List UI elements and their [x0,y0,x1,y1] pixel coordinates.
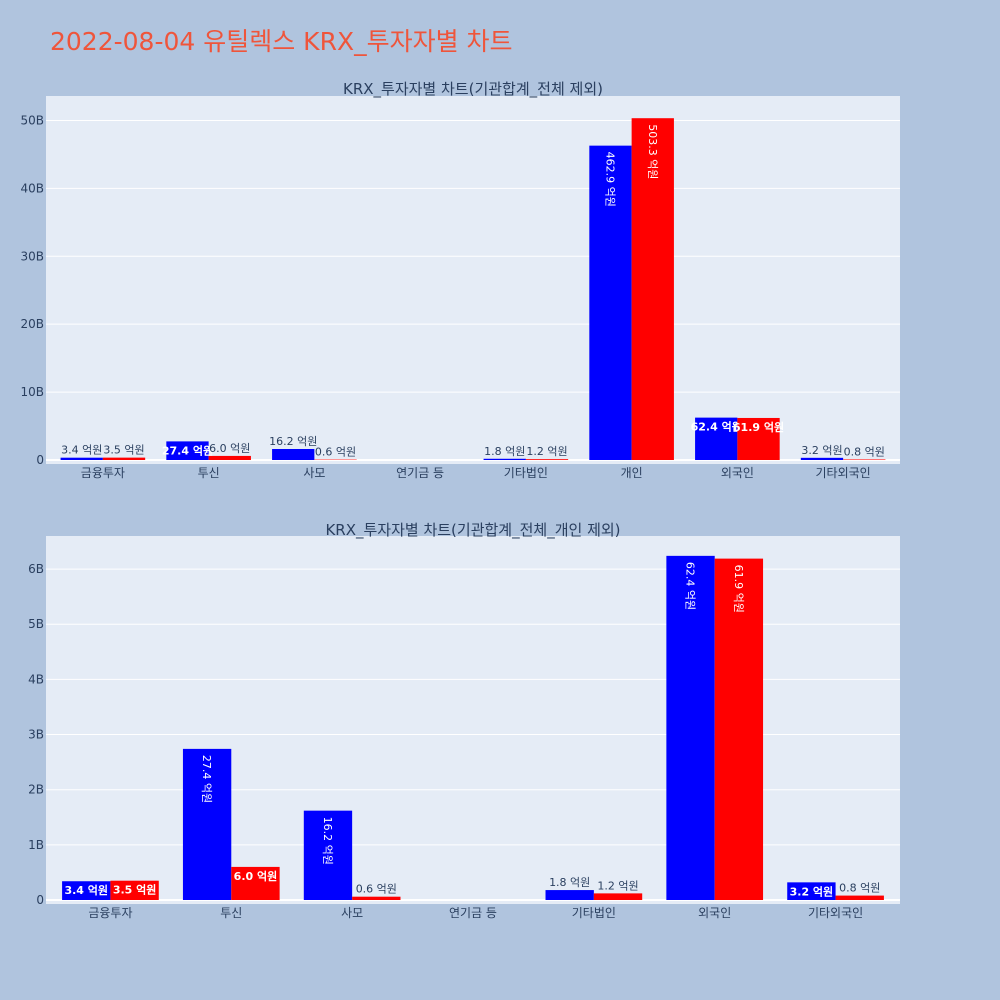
data-label: 1.2 억원 [597,879,638,892]
bar [589,145,632,461]
chart-title: KRX_투자자별 차트(기관합계_전체 제외) [343,80,603,99]
plot-area [46,96,900,464]
page-title: 2022-08-04 유틸렉스 KRX_투자자별 차트 [50,27,513,56]
data-label: 3.2 억원 [790,884,834,898]
bar [62,881,111,900]
x-tick-label: 투신 [220,906,242,920]
bar [737,417,780,460]
y-tick-label: 6B [28,562,44,576]
x-tick-label: 금융투자 [81,466,125,480]
data-label: 3.4 억원 [64,883,108,897]
data-label: 503.3 억원 [646,124,659,179]
x-tick-label: 개인 [621,466,643,480]
data-label: 62.4 억원 [684,562,697,610]
y-tick-label: 0 [36,453,44,467]
data-label: 1.8 억원 [484,445,525,458]
bar [60,457,103,460]
data-label: 6.0 억원 [234,869,278,883]
x-tick-label: 사모 [303,466,325,480]
bar [102,457,146,460]
x-tick-label: 금융투자 [88,906,132,920]
x-tick-label: 투신 [198,466,220,480]
bar [272,448,315,460]
data-label: 27.4 억원 [200,755,213,803]
data-label: 0.8 억원 [844,445,885,458]
data-label: 3.4 억원 [61,444,102,457]
data-label: 0.8 억원 [839,882,880,895]
bar [166,441,209,460]
bar [714,558,764,900]
x-tick-label: 기타법인 [504,466,548,480]
data-label: 462.9 억원 [603,152,616,207]
bar [352,896,401,900]
bar [110,880,159,900]
chart-1: KRX_투자자별 차트(기관합계_전체 제외) 0 10B 20B 30B 40B 50B 금… [20,80,900,480]
bar [303,810,353,900]
chart-2: KRX_투자자별 차트(기관합계_전체_개인 제외) 0 1B 2B 3B 4B 5B 6B 금… [28,521,900,920]
bar [695,417,738,460]
bar [666,555,715,900]
bar [545,890,594,900]
x-tick-label: 사모 [341,906,363,920]
bar [800,457,844,460]
x-tick-label: 연기금 등 [449,906,497,920]
data-label: 61.9 억원 [733,420,784,434]
data-label: 62.4 억원 [691,420,742,434]
bar [231,866,280,900]
data-label: 27.4 억원 [162,443,213,457]
data-label: 6.0 억원 [209,442,250,455]
bar [843,459,886,460]
y-tick-label: 40B [20,181,44,195]
bar [631,118,674,460]
data-label: 3.2 억원 [801,444,842,457]
x-tick-label: 기타법인 [572,906,616,920]
data-label: 16.2 억원 [269,435,317,448]
x-tick-label: 연기금 등 [396,466,444,480]
y-tick-label: 1B [28,838,44,852]
x-tick-label: 기타외국인 [808,906,863,920]
data-label: 1.2 억원 [526,445,567,458]
bar [593,893,643,900]
y-tick-label: 2B [28,783,44,797]
x-tick-label: 외국인 [721,466,754,480]
y-tick-label: 4B [28,672,44,686]
data-label: 0.6 억원 [356,883,397,896]
y-tick-label: 30B [20,249,44,263]
y-tick-label: 3B [28,728,44,742]
y-tick-label: 50B [20,113,44,127]
y-tick-label: 0 [36,893,44,907]
y-tick-label: 10B [20,385,44,399]
data-label: 16.2 억원 [321,817,334,865]
bar [182,748,232,900]
data-label: 3.5 억원 [103,444,144,457]
bar [787,882,836,900]
x-tick-label: 기타외국인 [816,466,871,480]
y-tick-label: 20B [20,317,44,331]
x-tick-label: 외국인 [698,906,731,920]
y-tick-label: 5B [28,617,44,631]
bar [208,455,251,460]
bar [525,459,569,460]
plot-area [46,536,900,904]
data-label: 1.8 억원 [549,876,590,889]
data-label: 61.9 억원 [732,565,745,613]
data-label: 3.5 억원 [113,883,157,897]
chart-title: KRX_투자자별 차트(기관합계_전체_개인 제외) [325,521,620,540]
bar [483,458,526,460]
data-label: 0.6 억원 [315,446,356,459]
bar [835,895,884,900]
